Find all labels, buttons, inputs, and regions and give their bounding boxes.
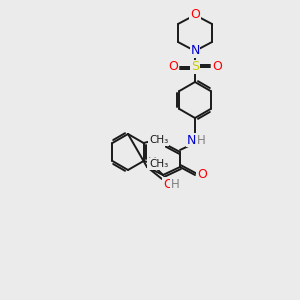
Text: O: O [212, 61, 222, 74]
Text: O: O [190, 8, 200, 22]
Text: S: S [191, 61, 199, 74]
Text: N: N [190, 44, 200, 58]
Text: O: O [168, 61, 178, 74]
Text: H: H [171, 178, 179, 190]
Text: CH₃: CH₃ [149, 135, 168, 145]
Text: O: O [163, 178, 173, 190]
Text: H: H [196, 134, 206, 146]
Text: O: O [197, 169, 207, 182]
Text: O: O [154, 136, 164, 148]
Text: H: H [148, 157, 156, 169]
Text: N: N [186, 134, 196, 146]
Text: CH₃: CH₃ [149, 159, 168, 169]
